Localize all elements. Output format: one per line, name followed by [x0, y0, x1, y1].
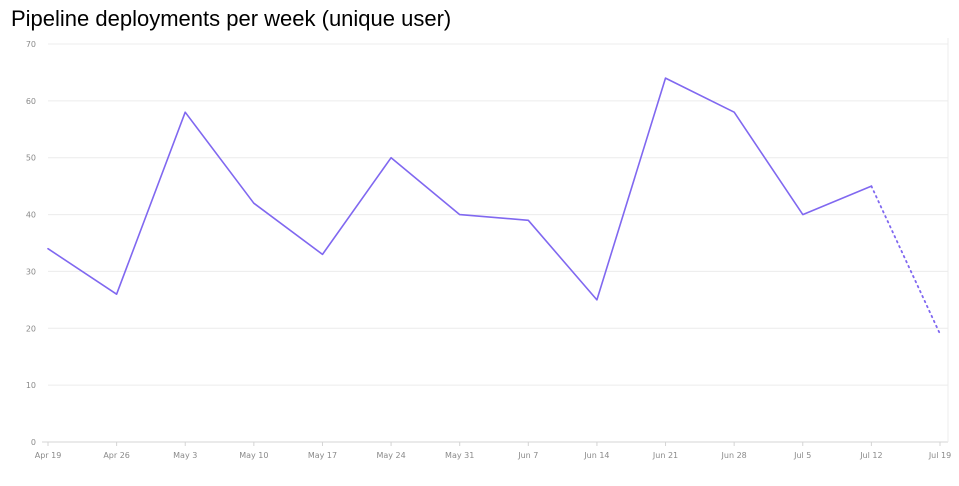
x-axis-ticks: Apr 19 Apr 26 May 3 May 10 May 17 May 24 May 3…: [35, 442, 951, 460]
y-tick-label: 70: [26, 40, 36, 49]
x-tick-label: Jun 14: [583, 451, 609, 460]
series-line-incomplete: [870, 185, 941, 335]
series-line-solid: [47, 77, 873, 301]
y-tick-label: 0: [31, 438, 36, 447]
y-axis-ticks: 0 10 20 30 40 50 60 70: [26, 40, 36, 447]
x-tick-label: May 17: [308, 451, 337, 460]
series-line: [47, 77, 941, 335]
y-tick-label: 40: [26, 211, 36, 220]
y-tick-label: 30: [26, 267, 36, 276]
x-tick-label: Jul 19: [928, 451, 951, 460]
x-tick-label: May 31: [445, 451, 474, 460]
y-tick-label: 50: [26, 154, 36, 163]
x-tick-label: Apr 26: [103, 451, 130, 460]
grid-lines: [48, 43, 948, 386]
x-tick-label: Jul 12: [859, 451, 882, 460]
x-tick-label: Jun 7: [517, 451, 538, 460]
x-tick-label: May 3: [173, 451, 197, 460]
x-tick-label: May 10: [239, 451, 268, 460]
x-tick-label: Jul 5: [793, 451, 811, 460]
axes: [42, 38, 949, 443]
x-tick-label: Jun 21: [652, 451, 678, 460]
x-tick-label: May 24: [376, 451, 405, 460]
x-tick-label: Apr 19: [35, 451, 62, 460]
x-tick-label: Jun 28: [721, 451, 747, 460]
y-tick-label: 20: [26, 324, 36, 333]
y-tick-label: 10: [26, 381, 36, 390]
y-tick-label: 60: [26, 97, 36, 106]
chart-title: Pipeline deployments per week (unique us…: [11, 6, 452, 31]
